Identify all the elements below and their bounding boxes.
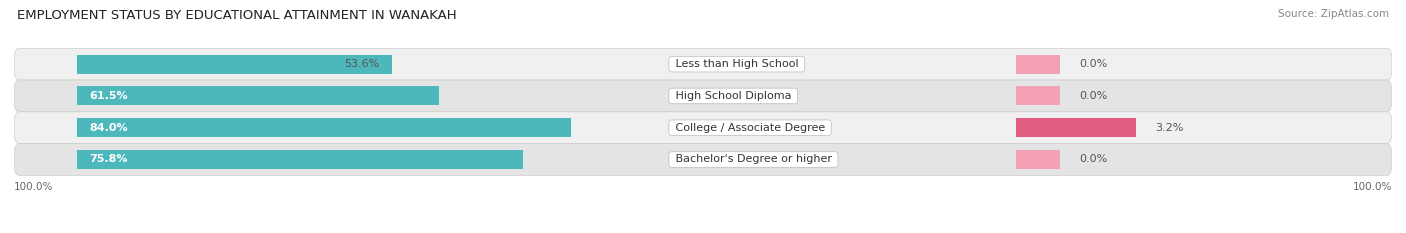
Bar <box>1017 86 1060 106</box>
Bar <box>77 150 523 169</box>
Text: 84.0%: 84.0% <box>89 123 128 133</box>
Text: 0.0%: 0.0% <box>1078 154 1107 164</box>
FancyBboxPatch shape <box>14 48 1392 80</box>
Text: 100.0%: 100.0% <box>14 182 53 192</box>
FancyBboxPatch shape <box>14 80 1392 112</box>
Text: 3.2%: 3.2% <box>1156 123 1184 133</box>
Text: College / Associate Degree: College / Associate Degree <box>672 123 828 133</box>
Text: Less than High School: Less than High School <box>672 59 801 69</box>
FancyBboxPatch shape <box>14 112 1392 144</box>
Bar <box>77 86 439 106</box>
FancyBboxPatch shape <box>14 144 1392 175</box>
Bar <box>77 55 392 74</box>
Bar <box>1017 118 1136 137</box>
Text: Bachelor's Degree or higher: Bachelor's Degree or higher <box>672 154 835 164</box>
Text: 0.0%: 0.0% <box>1078 91 1107 101</box>
Text: 0.0%: 0.0% <box>1078 59 1107 69</box>
Text: EMPLOYMENT STATUS BY EDUCATIONAL ATTAINMENT IN WANAKAH: EMPLOYMENT STATUS BY EDUCATIONAL ATTAINM… <box>17 9 457 22</box>
Text: High School Diploma: High School Diploma <box>672 91 794 101</box>
Bar <box>1017 150 1060 169</box>
Text: 100.0%: 100.0% <box>1353 182 1392 192</box>
Text: Source: ZipAtlas.com: Source: ZipAtlas.com <box>1278 9 1389 19</box>
Text: 75.8%: 75.8% <box>89 154 128 164</box>
Text: 53.6%: 53.6% <box>344 59 380 69</box>
Bar <box>1017 55 1060 74</box>
Text: 61.5%: 61.5% <box>89 91 128 101</box>
Bar <box>77 118 571 137</box>
